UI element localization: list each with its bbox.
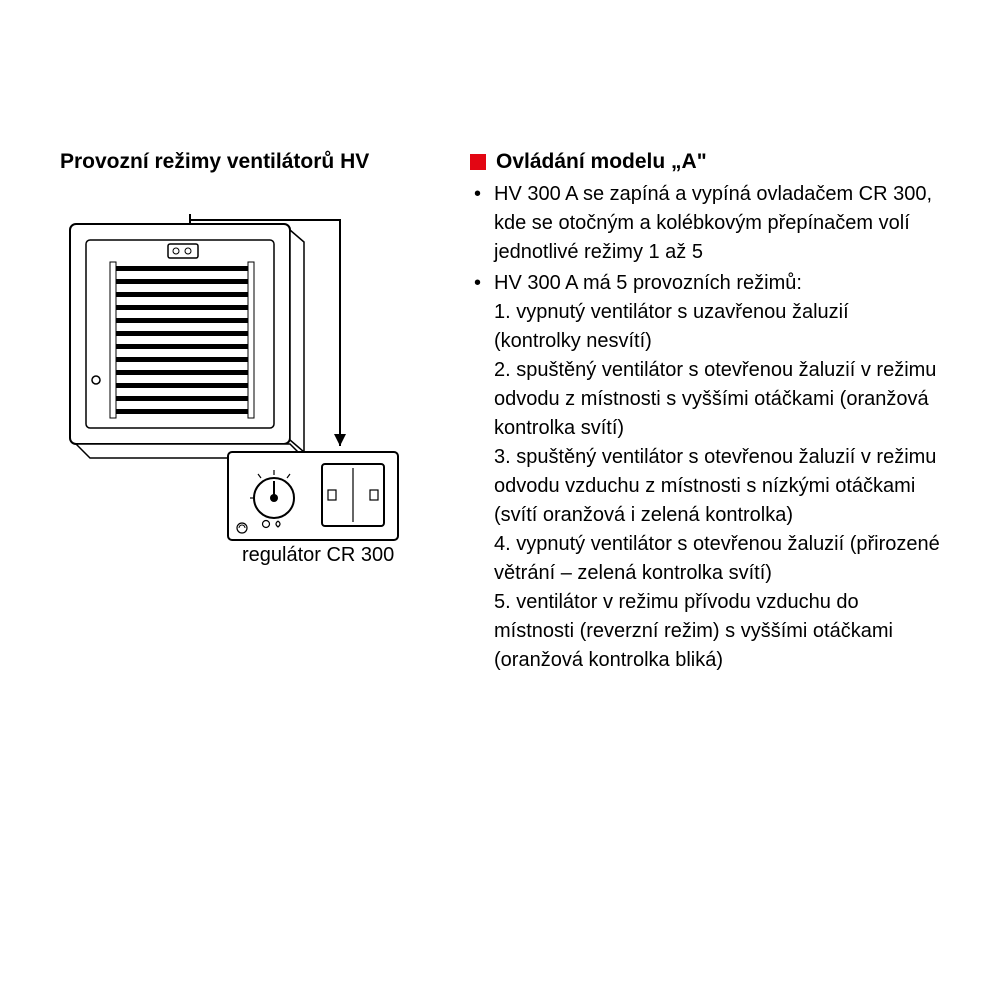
right-title-row: Ovládání modelu „A" xyxy=(470,150,940,174)
bullet-1: HV 300 A se zapíná a vypíná ovladačem CR… xyxy=(470,180,940,267)
bullet-2-intro: HV 300 A má 5 provozních režimů: xyxy=(494,272,802,294)
product-diagram: regulátor CR 300 xyxy=(60,202,420,562)
diagram-caption: regulátor CR 300 xyxy=(242,544,394,567)
bullet-2: HV 300 A má 5 provozních režimů: 1. vypn… xyxy=(470,269,940,675)
left-column: Provozní režimy ventilátorů HV xyxy=(60,150,460,677)
bullet-list: HV 300 A se zapíná a vypíná ovladačem CR… xyxy=(470,180,940,675)
mode-3: 3. spuštěný ventilátor s otevřenou žaluz… xyxy=(494,443,940,530)
mode-2: 2. spuštěný ventilátor s otevřenou žaluz… xyxy=(494,356,940,443)
page-content: Provozní režimy ventilátorů HV xyxy=(60,150,940,677)
accent-square-icon xyxy=(470,154,486,170)
mode-1: 1. vypnutý ventilátor s uzavřenou žaluzi… xyxy=(494,298,940,356)
right-column: Ovládání modelu „A" HV 300 A se zapíná a… xyxy=(460,150,940,677)
mode-5: 5. ventilátor v režimu přívodu vzduchu d… xyxy=(494,588,940,675)
right-title: Ovládání modelu „A" xyxy=(496,150,707,174)
left-title: Provozní režimy ventilátorů HV xyxy=(60,150,460,174)
mode-4: 4. vypnutý ventilátor s otevřenou žaluzi… xyxy=(494,530,940,588)
bullet-1-text: HV 300 A se zapíná a vypíná ovladačem CR… xyxy=(494,183,932,263)
